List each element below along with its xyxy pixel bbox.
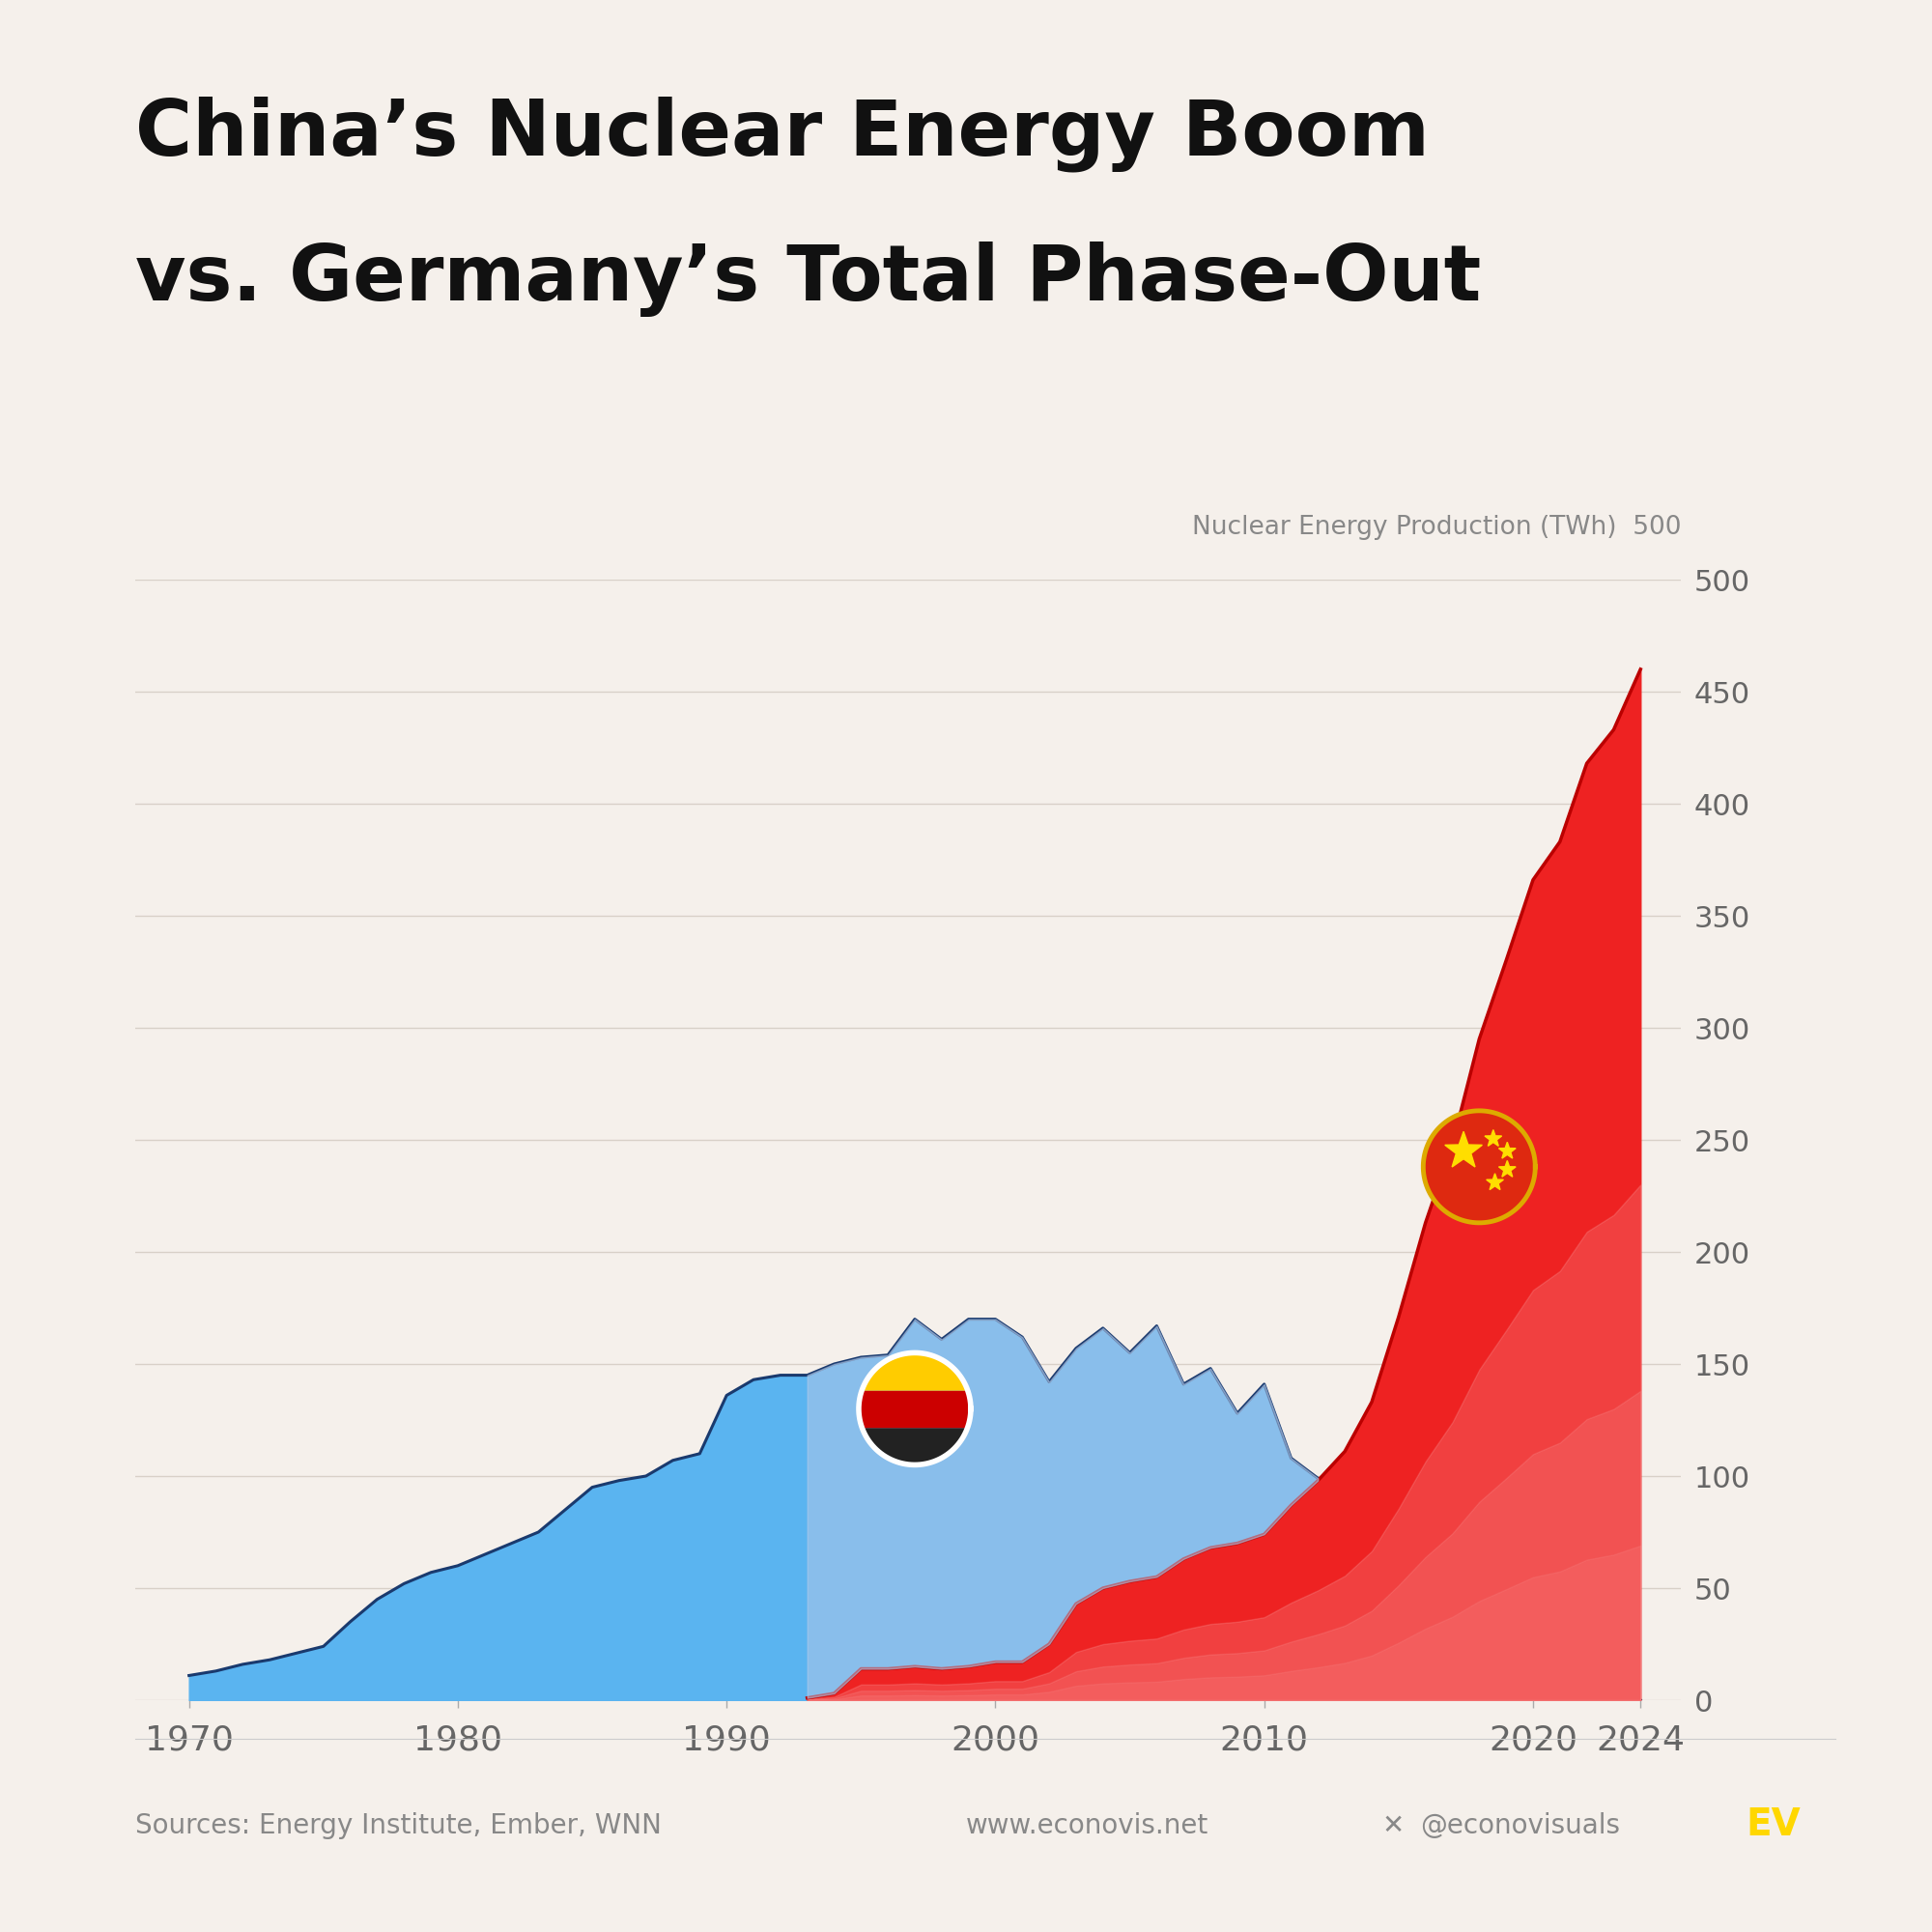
Text: vs. Germany’s Total Phase-Out: vs. Germany’s Total Phase-Out bbox=[135, 242, 1482, 317]
Polygon shape bbox=[1499, 1142, 1517, 1159]
Polygon shape bbox=[1484, 1130, 1501, 1146]
Text: China’s Nuclear Energy Boom: China’s Nuclear Energy Boom bbox=[135, 97, 1430, 172]
Polygon shape bbox=[1445, 1132, 1482, 1167]
Text: @econovisuals: @econovisuals bbox=[1420, 1812, 1619, 1839]
Polygon shape bbox=[1486, 1173, 1503, 1190]
Text: www.econovis.net: www.econovis.net bbox=[966, 1812, 1209, 1839]
Text: Nuclear Energy Production (TWh)  500: Nuclear Energy Production (TWh) 500 bbox=[1192, 516, 1681, 541]
Text: ✕: ✕ bbox=[1381, 1812, 1405, 1839]
Polygon shape bbox=[1499, 1161, 1517, 1177]
Text: Sources: Energy Institute, Ember, WNN: Sources: Energy Institute, Ember, WNN bbox=[135, 1812, 661, 1839]
Text: EV: EV bbox=[1747, 1806, 1801, 1843]
